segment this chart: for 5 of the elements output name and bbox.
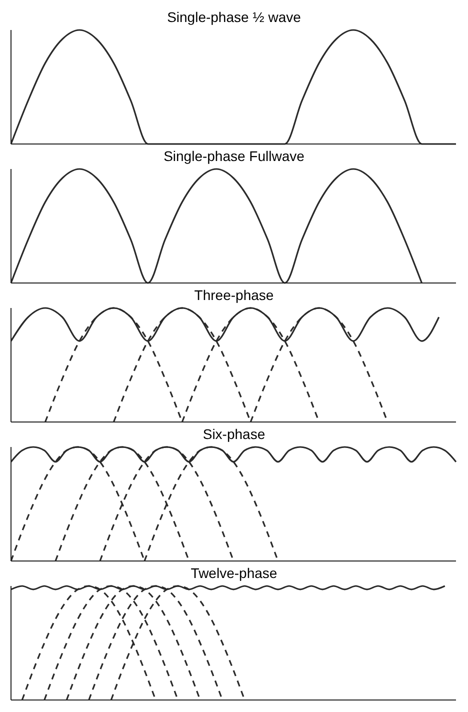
chart-title: Six-phase xyxy=(202,425,266,443)
chart-title: Three-phase xyxy=(193,286,275,304)
chart-title: Single-phase ½ wave xyxy=(166,8,302,26)
chart-title: Single-phase Fullwave xyxy=(162,147,306,165)
chart-title: Twelve-phase xyxy=(190,564,278,582)
